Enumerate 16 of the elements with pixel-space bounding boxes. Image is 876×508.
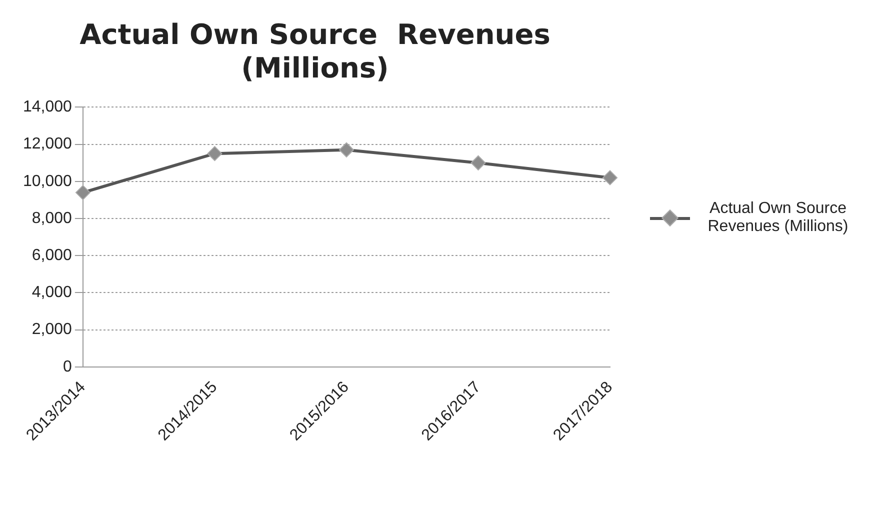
legend-label: Actual Own Source Revenues (Millions) [706,200,850,236]
text: Actual Own Source Revenues [80,18,550,52]
y-tick-label: 8,000 [32,210,72,227]
y-tick-label: 12,000 [23,136,72,153]
y-tick-label: 14,000 [23,98,72,116]
point [75,185,90,200]
point [207,146,222,162]
y-tick-label: 10,000 [23,172,72,190]
point [602,170,618,186]
y-tick-label: 0 [63,358,72,376]
text: (Millions) [241,52,389,85]
point [338,142,354,158]
y-tick-label: 2,000 [32,321,72,338]
y-tick-label: 4,000 [32,284,72,302]
point [470,155,486,170]
y-tick-label: 6,000 [32,247,72,264]
